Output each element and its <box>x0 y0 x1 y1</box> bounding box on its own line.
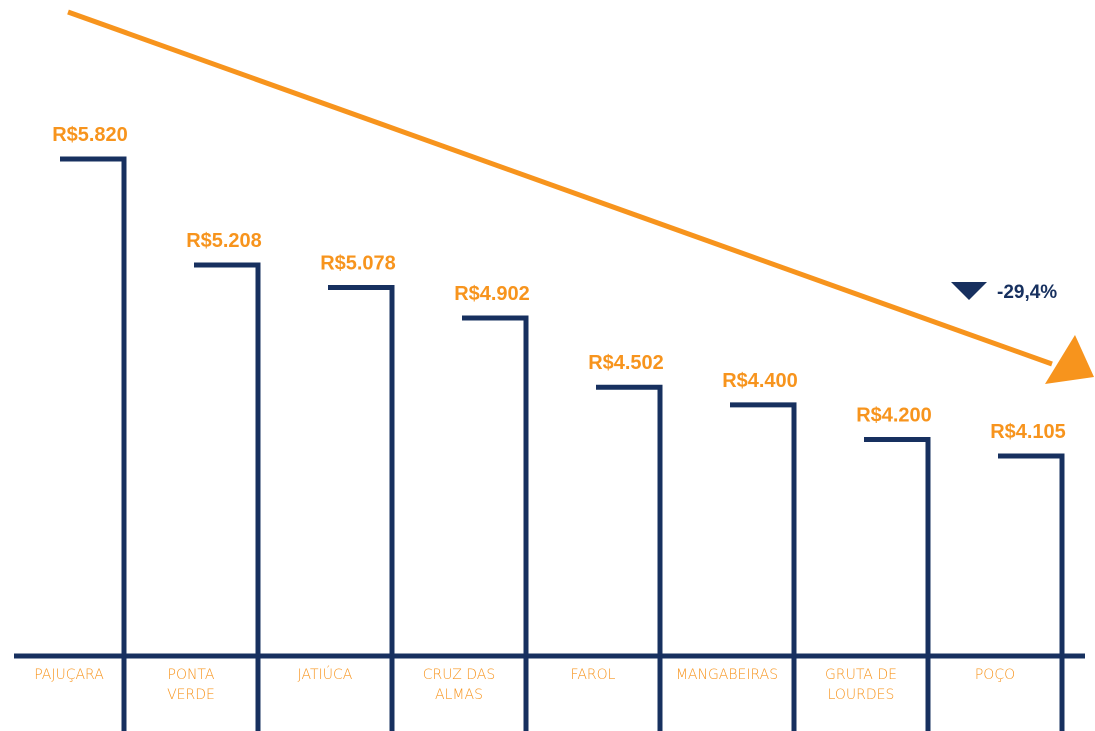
category-label: PONTA VERDE <box>167 667 215 703</box>
bar <box>596 384 663 731</box>
trend-down-arrow-icon <box>67 9 1094 384</box>
category-labels-group: PAJUÇARA PONTA VERDE JATIÚCA CRUZ DAS ALMAS FA… <box>34 665 1015 703</box>
category-label: JATIÚCA <box>298 665 353 683</box>
data-label: R$5.820 <box>52 124 128 146</box>
category-label: PAJUÇARA <box>34 667 104 683</box>
category-label: CRUZ DAS ALMAS <box>423 667 496 703</box>
value-labels-group: R$5.820 R$5.208 R$5.078 R$4.902 R$4.502 R$4.4… <box>52 124 1066 443</box>
category-label: GRUTA DE LOURDES <box>825 667 897 703</box>
data-label: R$4.502 <box>588 352 664 374</box>
bar <box>864 437 931 731</box>
category-label: POÇO <box>975 667 1015 683</box>
data-label: R$4.902 <box>454 283 530 305</box>
change-percentage-label: -29,4% <box>997 282 1057 303</box>
bar <box>194 262 261 731</box>
bar <box>60 156 127 731</box>
data-label: R$4.200 <box>856 405 932 427</box>
trend-arrowhead <box>1045 335 1094 384</box>
data-label: R$4.105 <box>990 421 1066 443</box>
triangle-down-icon <box>951 282 987 300</box>
data-label: R$4.400 <box>722 370 798 392</box>
bar <box>998 453 1065 731</box>
category-label: FAROL <box>571 667 616 683</box>
bar <box>328 284 395 731</box>
category-label: MANGABEIRAS <box>676 667 778 683</box>
data-label: R$5.078 <box>320 252 396 274</box>
bars-group <box>60 156 1065 731</box>
bar <box>462 315 529 731</box>
trend-line <box>67 9 1053 367</box>
data-label: R$5.208 <box>186 230 262 252</box>
bar <box>730 402 797 731</box>
